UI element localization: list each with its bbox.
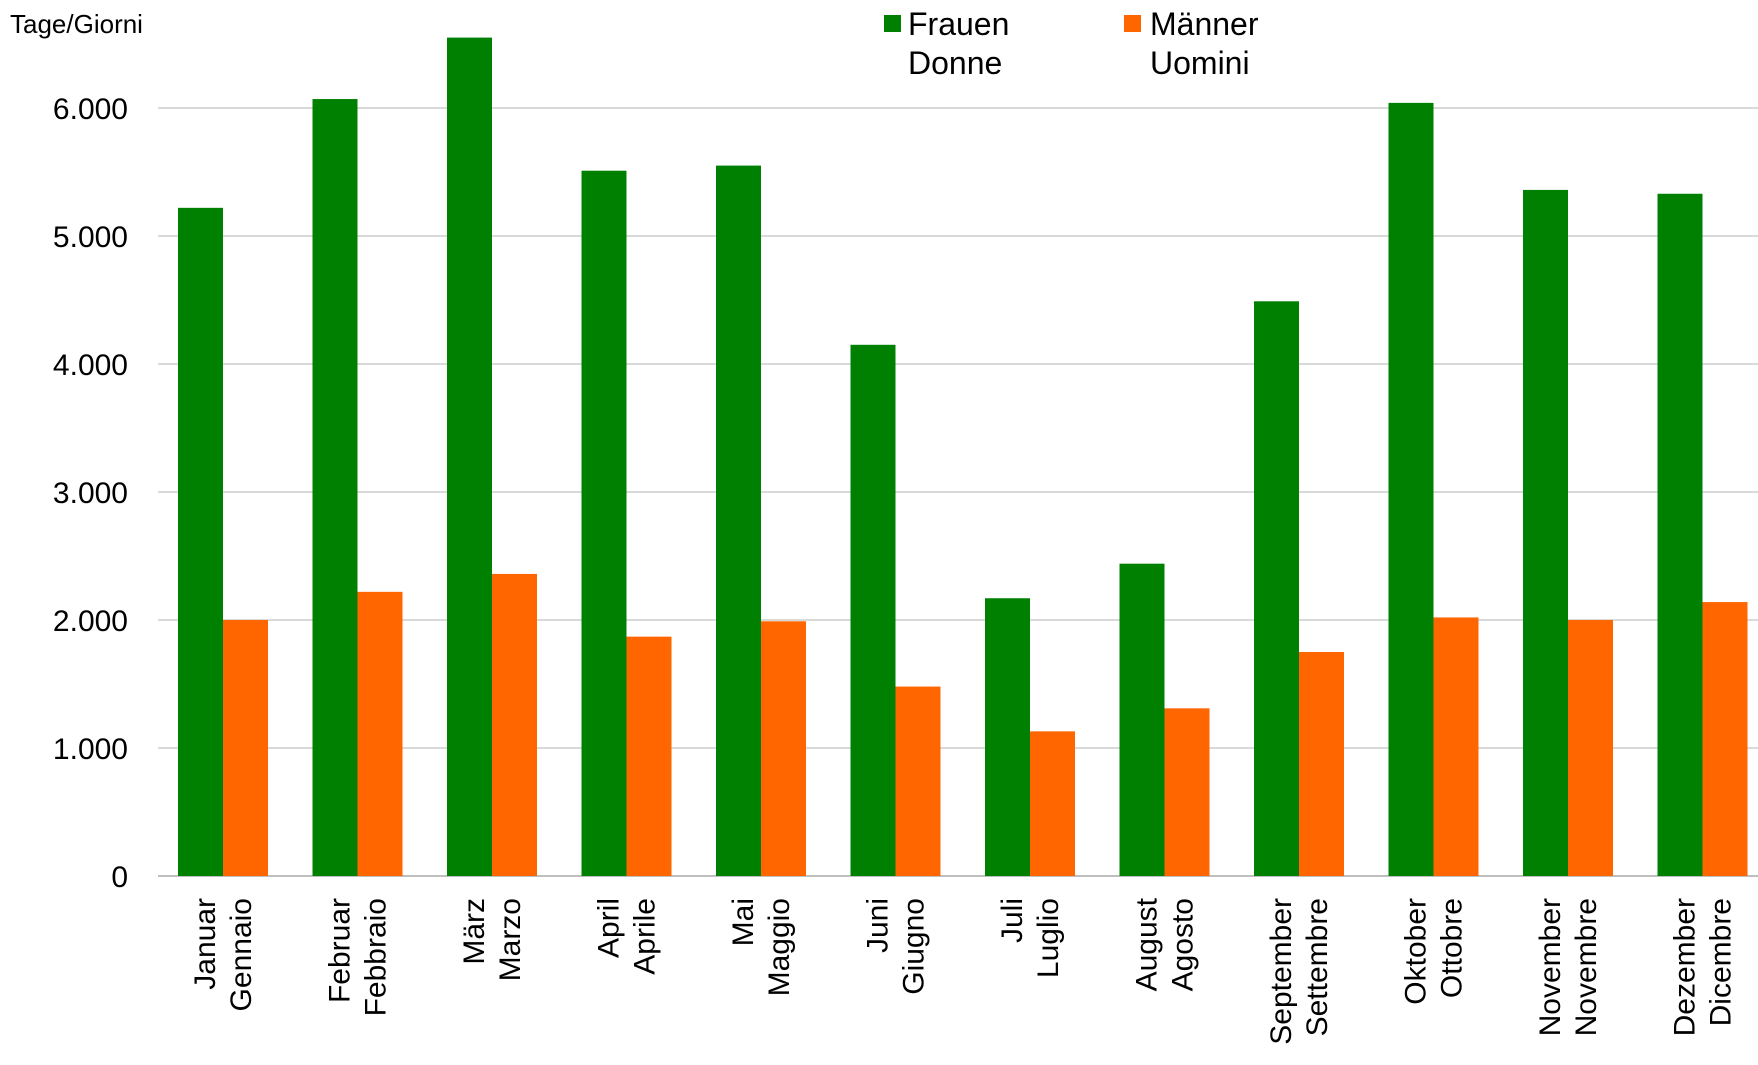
x-tick-label-line: Gennaio [225,898,258,1011]
y-axis-title: Tage/Giorni [10,9,143,39]
bar-frauen [178,207,223,877]
bar-frauen [850,344,896,876]
x-tick-label-line: Marzo [494,898,527,981]
x-tick-label-line: Settembre [1301,898,1334,1036]
bar-maenner [895,686,941,876]
bar-maenner [626,636,672,876]
x-tick-label-line: Luglio [1032,898,1065,978]
bar-maenner [1299,652,1344,876]
legend-label: Frauen [908,6,1009,42]
bar-maenner [1030,731,1075,876]
x-tick-label-line: März [458,898,491,965]
x-tick-label: Juni Giugno [862,898,931,995]
x-tick-label: Februar Febbraio [324,898,393,1016]
bar-maenner [1433,617,1479,876]
x-tick-label: Mai Maggio [727,898,796,996]
x-tick-labels: Januar Gennaio Februar Febbraio März Marzo Apr… [189,897,1738,1044]
x-tick-label-line: November [1534,898,1567,1036]
bar-frauen [716,165,761,877]
x-tick-label: März Marzo [458,898,527,981]
x-tick-label: Juli Luglio [996,898,1065,978]
y-tick-label: 5.000 [53,221,128,254]
x-tick-label-line: Oktober [1400,898,1433,1005]
x-tick-label: April Aprile [593,898,662,975]
bar-frauen [985,598,1030,876]
bar-frauen [1388,102,1434,876]
legend-label: Donne [908,45,1002,81]
legend-label: Uomini [1150,45,1250,81]
bar-maenner [1568,620,1613,876]
bar-maenner [1164,708,1210,876]
x-tick-label-line: Juni [862,898,895,953]
x-tick-label: Januar Gennaio [189,898,258,1011]
y-tick-labels: 0 1.000 2.000 3.000 4.000 5.000 6.000 [53,93,128,894]
x-tick-label-line: Dicembre [1705,898,1738,1026]
x-tick-label-line: Febbraio [360,898,393,1016]
bars [178,37,1748,877]
bar-frauen [1523,189,1568,877]
y-tick-label: 6.000 [53,93,128,126]
x-tick-label-line: Novembre [1570,898,1603,1036]
x-tick-label: November Novembre [1534,898,1603,1036]
bar-frauen [1254,301,1299,876]
x-tick-label-line: Dezember [1669,898,1702,1036]
x-tick-label-line: Aprile [629,898,662,975]
bar-maenner [357,591,403,876]
x-tick-label: August Agosto [1131,897,1200,991]
x-tick-label-line: Februar [324,898,357,1003]
x-tick-label-line: Giugno [898,898,931,995]
bar-frauen [312,99,358,877]
y-tick-label: 4.000 [53,349,128,382]
y-tick-label: 2.000 [53,605,128,638]
x-tick-label-line: September [1265,898,1298,1045]
x-tick-label-line: Januar [189,898,222,990]
x-tick-label-line: Maggio [763,898,796,996]
x-tick-label-line: Ottobre [1436,898,1469,998]
y-tick-label: 1.000 [53,733,128,766]
bar-frauen [447,37,492,877]
y-tick-label: 0 [111,861,128,894]
bar-maenner [761,621,806,876]
bar-maenner [223,620,268,876]
x-tick-label: Oktober Ottobre [1400,898,1469,1005]
y-tick-label: 3.000 [53,477,128,510]
x-tick-label-line: April [593,898,626,958]
bar-maenner [1702,602,1748,876]
x-tick-label: Dezember Dicembre [1669,898,1738,1036]
legend-label: Männer [1150,6,1259,42]
bar-frauen [1119,563,1165,876]
x-tick-label-line: Agosto [1167,898,1200,991]
bar-maenner [492,573,537,876]
legend-swatch [1124,15,1141,32]
gridlines [158,107,1758,877]
bar-frauen [1657,193,1703,876]
x-tick-label: September Settembre [1265,898,1334,1045]
x-tick-label-line: Juli [996,898,1029,943]
bar-frauen [581,170,627,877]
x-tick-label-line: August [1131,897,1164,991]
x-tick-label-line: Mai [727,898,760,946]
legend-swatch [884,15,901,32]
